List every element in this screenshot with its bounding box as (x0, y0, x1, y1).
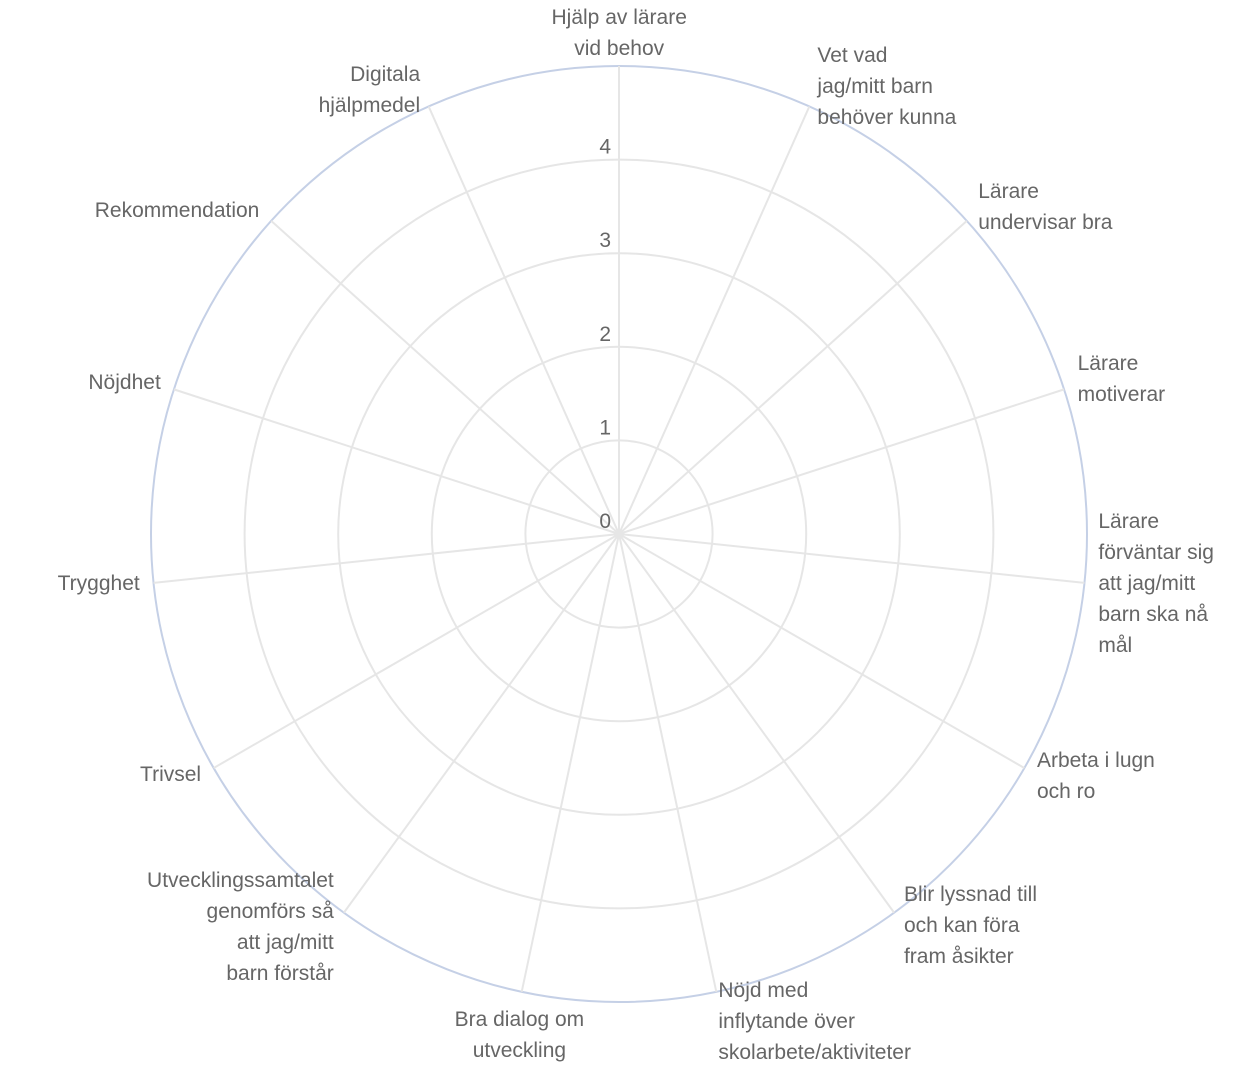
spoke-9 (520, 533, 620, 992)
category-label: Trivsel (140, 763, 202, 787)
spoke-5 (618, 533, 1085, 584)
category-label: Blir lyssnad till och kan föra fram åsik… (903, 882, 1037, 968)
spoke-13 (173, 388, 620, 535)
category-label: Lärare förväntar sig att jag/mitt barn s… (1098, 510, 1214, 658)
category-label: Hjälp av lärare vid behov (551, 6, 687, 60)
category-label: Utvecklingssamtalet genomförs så att jag… (147, 868, 334, 985)
spoke-14 (270, 220, 620, 535)
spoke-2 (618, 106, 811, 535)
category-label: Lärare undervisar bra (978, 179, 1113, 234)
category-label: Lärare motiverar (1077, 351, 1166, 406)
category-label: Digitala hjälpmedel (318, 62, 421, 117)
spoke-6 (618, 533, 1025, 769)
spoke-8 (618, 533, 718, 992)
category-label: Bra dialog om utveckling (454, 1007, 585, 1062)
category-label: Nöjdhet (88, 371, 161, 395)
spoke-10 (343, 533, 620, 914)
spoke-4 (618, 388, 1065, 535)
r-tick-label: 0 (599, 510, 611, 533)
category-label: Vet vad jag/mitt barn behöver kunna (817, 43, 957, 129)
spoke-15 (427, 106, 620, 535)
category-label: Trygghet (57, 572, 140, 596)
r-tick-label: 2 (599, 323, 611, 346)
spoke-3 (618, 220, 968, 535)
r-tick-label: 1 (599, 416, 611, 439)
spoke-12 (153, 533, 620, 584)
r-tick-label: 4 (599, 136, 611, 159)
r-tick-label: 3 (599, 229, 611, 252)
category-label: Arbeta i lugn och ro (1036, 749, 1155, 804)
spoke-7 (618, 533, 895, 914)
category-label: Rekommendation (94, 198, 260, 222)
category-label: Nöjd med inflytande över skolarbete/akti… (718, 979, 911, 1064)
spoke-11 (213, 533, 620, 769)
